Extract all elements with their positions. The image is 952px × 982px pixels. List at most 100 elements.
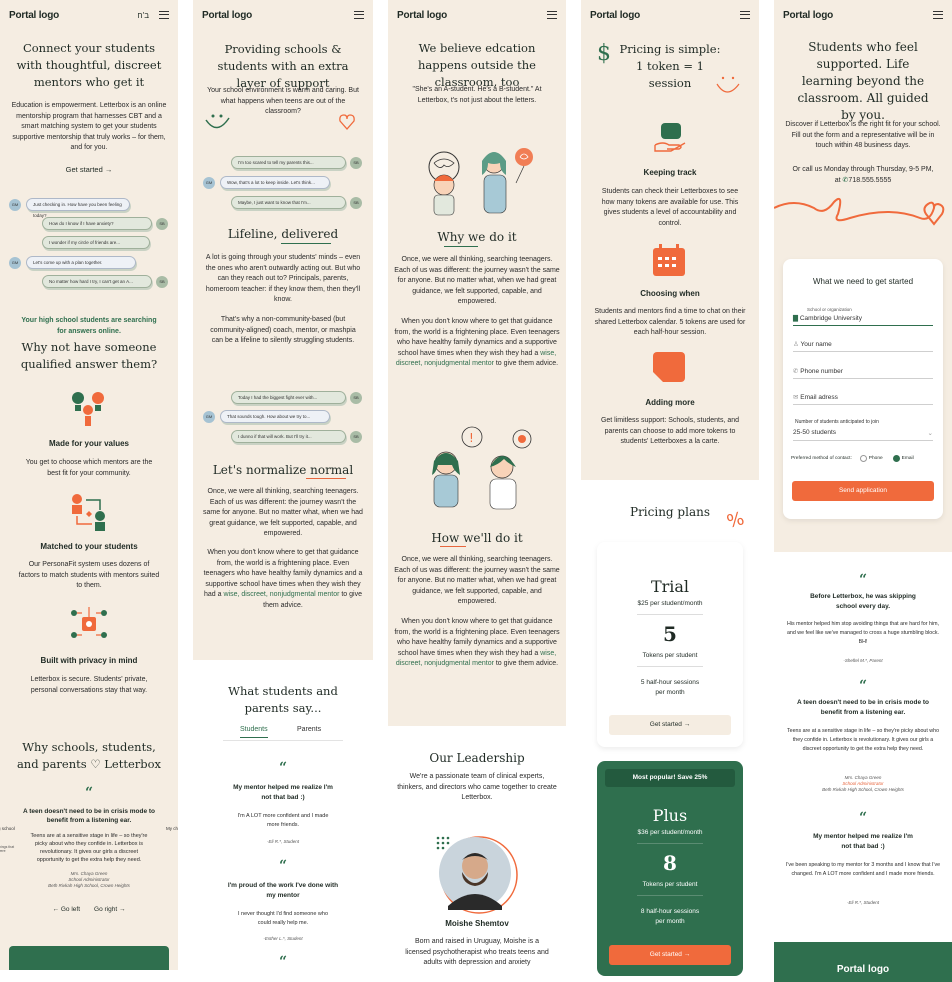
testimonial-text: His mentor helped him stop avoiding thin…: [786, 621, 940, 645]
screen-parent-testimonials: “ Before Letterbox, he was skipping scho…: [774, 552, 952, 982]
plus-plan-card: Most popular! Save 25% Plus $36 per stud…: [597, 761, 743, 976]
menu-icon[interactable]: [159, 11, 169, 19]
lifeline-title: Lifeline, delivered: [193, 226, 373, 243]
testimonial-text: Teens are at a sensitive stage in life –…: [786, 728, 940, 752]
plan-sessions: 5 half-hour sessions per month: [640, 679, 700, 696]
testimonial-author: Mrs. Chaya Green: [844, 775, 882, 780]
name-field[interactable]: ♙ Your name: [793, 340, 933, 352]
section-text: Your school environment is warm and cari…: [207, 87, 359, 115]
call-text: Or call us Monday through Thursday, 9-5 …: [792, 166, 934, 184]
menu-icon[interactable]: [354, 11, 364, 19]
mail-icon: ✉: [793, 394, 799, 401]
avatar: SB: [156, 218, 168, 230]
org-field[interactable]: ▇ Cambridge University: [793, 314, 933, 326]
testimonial-author: -Esther L.*, Student: [263, 936, 303, 941]
title-underline: [306, 478, 346, 479]
phone-field[interactable]: ✆ Phone number: [793, 367, 933, 379]
screen-about: Portal logo We believe edcation happens …: [388, 0, 566, 726]
portal-logo[interactable]: Portal logo: [397, 9, 448, 21]
feature-text: You get to choose which mentors are the …: [25, 459, 153, 477]
portal-logo[interactable]: Portal logo: [9, 9, 60, 21]
portal-logo[interactable]: Portal logo: [590, 9, 641, 21]
user-icon: ♙: [793, 341, 799, 348]
get-started-link[interactable]: Get started →: [0, 165, 178, 174]
trial-get-started-button[interactable]: Get started →: [609, 715, 731, 735]
feature-title: Built with privacy in mind: [40, 656, 138, 665]
plan-name: Plus: [652, 806, 688, 825]
leader-bio: Born and raised in Uruguay, Moishe is a …: [405, 938, 549, 966]
lifeline-text: A lot is going through your students' mi…: [205, 254, 361, 303]
quote-icon: “: [858, 572, 868, 588]
divider: [637, 666, 703, 667]
plan-price: $36 per student/month: [637, 829, 703, 836]
mentor-link[interactable]: wise, discreet, nonjudgmental mentor: [223, 591, 340, 598]
org-value: Cambridge University: [799, 315, 862, 322]
calendar-icon: [653, 244, 685, 276]
quote-icon: “: [278, 858, 288, 874]
go-left-button[interactable]: ← Go left: [53, 906, 80, 913]
students-label: Number of students anticipated to join: [795, 419, 879, 425]
divider: [637, 843, 703, 844]
org-label: School or organization: [807, 307, 852, 312]
tab-students[interactable]: Students: [240, 726, 268, 738]
feature-text: Students and mentors find a time to chat…: [594, 308, 746, 336]
contact-text: Discover if Letterbox is the right fit f…: [785, 121, 941, 149]
menu-icon[interactable]: [933, 11, 943, 19]
language-toggle[interactable]: ב'ח: [137, 10, 149, 20]
chat-bubble: Today I had the biggest fight ever with.…: [231, 391, 346, 404]
testimonial-author: -Sheftel M.*, Parent: [843, 658, 883, 663]
plan-sessions: 8 half-hour sessions per month: [640, 908, 700, 925]
contact-call-text: Or call us Monday through Thursday, 9-5 …: [790, 165, 936, 186]
avatar: GM: [203, 177, 215, 189]
phone-link[interactable]: 718.555.5555: [848, 176, 892, 184]
portal-logo[interactable]: Portal logo: [202, 9, 253, 21]
squiggle-heart-doodle: [774, 198, 945, 226]
normalize-text-part: to give them advice.: [263, 591, 362, 609]
testimonial-text: I'm A LOT more confident and I made more…: [237, 813, 329, 828]
button-label: Get started: [649, 721, 682, 728]
tabs-divider: [223, 740, 343, 741]
footer-band: [9, 946, 169, 970]
email-field[interactable]: ✉ Email adress: [793, 393, 933, 405]
radio-email[interactable]: Email: [892, 455, 914, 462]
get-started-label: Get started: [65, 165, 103, 174]
chat-bubble: Wow, that's a lot to keep inside. Let's …: [220, 176, 330, 189]
mentor-link[interactable]: wise, discreet, nonjudgmental mentor: [395, 349, 557, 368]
how-text-part: to give them advice.: [493, 660, 559, 667]
testimonial-author: -Eli R.*, Student: [846, 900, 879, 905]
feature-title: Choosing when: [640, 289, 700, 298]
mentoring-illustration: !: [432, 426, 532, 510]
chat-bubble: Let's come up with a plan together.: [26, 256, 136, 269]
testimonial-school: Beth Rivkah High School, Crown Heights: [822, 787, 904, 792]
normalize-text: Once, we were all thinking, searching te…: [203, 488, 363, 537]
avatar: SB: [350, 157, 362, 169]
send-application-button[interactable]: Send application: [792, 481, 934, 501]
radio-phone[interactable]: Phone: [859, 455, 883, 462]
plus-get-started-button[interactable]: Get started →: [609, 945, 731, 965]
phone-icon: ✆: [842, 176, 849, 184]
matching-icon: [72, 494, 105, 531]
tab-parents[interactable]: Parents: [297, 726, 322, 733]
screen-leadership: Our Leadership We're a passionate team o…: [388, 726, 566, 970]
plan-name: Trial: [650, 577, 690, 596]
menu-icon[interactable]: [547, 11, 557, 19]
menu-icon[interactable]: [740, 11, 750, 19]
feature-title: Keeping track: [643, 168, 697, 177]
top-bar: Portal logo: [193, 0, 373, 30]
chat-bubble: How do I know if I have anxiety?: [42, 217, 152, 230]
lifeline-text: That's why a non-community-based (but co…: [210, 316, 356, 344]
hero-title-text: Connect your students with thoughtful, d…: [16, 41, 162, 89]
mentor-link[interactable]: wise, discreet, nonjudgmental mentor: [395, 649, 557, 668]
portal-logo[interactable]: Portal logo: [783, 9, 834, 21]
carousel-nav: ← Go left Go right →: [0, 906, 178, 913]
go-right-button[interactable]: Go right →: [94, 906, 125, 913]
students-select[interactable]: 25-50 students ⌄: [793, 429, 933, 441]
students-value: 25-50 students: [793, 429, 837, 436]
feature-text: Our PersonaFit system uses dozens of fac…: [18, 561, 160, 589]
searching-text: Your high school students are searching …: [21, 317, 157, 335]
application-form: What we need to get started School or or…: [783, 259, 943, 519]
leadership-text: We're a passionate team of clinical expe…: [397, 773, 557, 801]
avatar: GM: [9, 257, 21, 269]
contact-method-label: Preferred method of contact:: [791, 456, 852, 461]
testimonial-title: A teen doesn't need to be in crisis mode…: [796, 699, 930, 716]
